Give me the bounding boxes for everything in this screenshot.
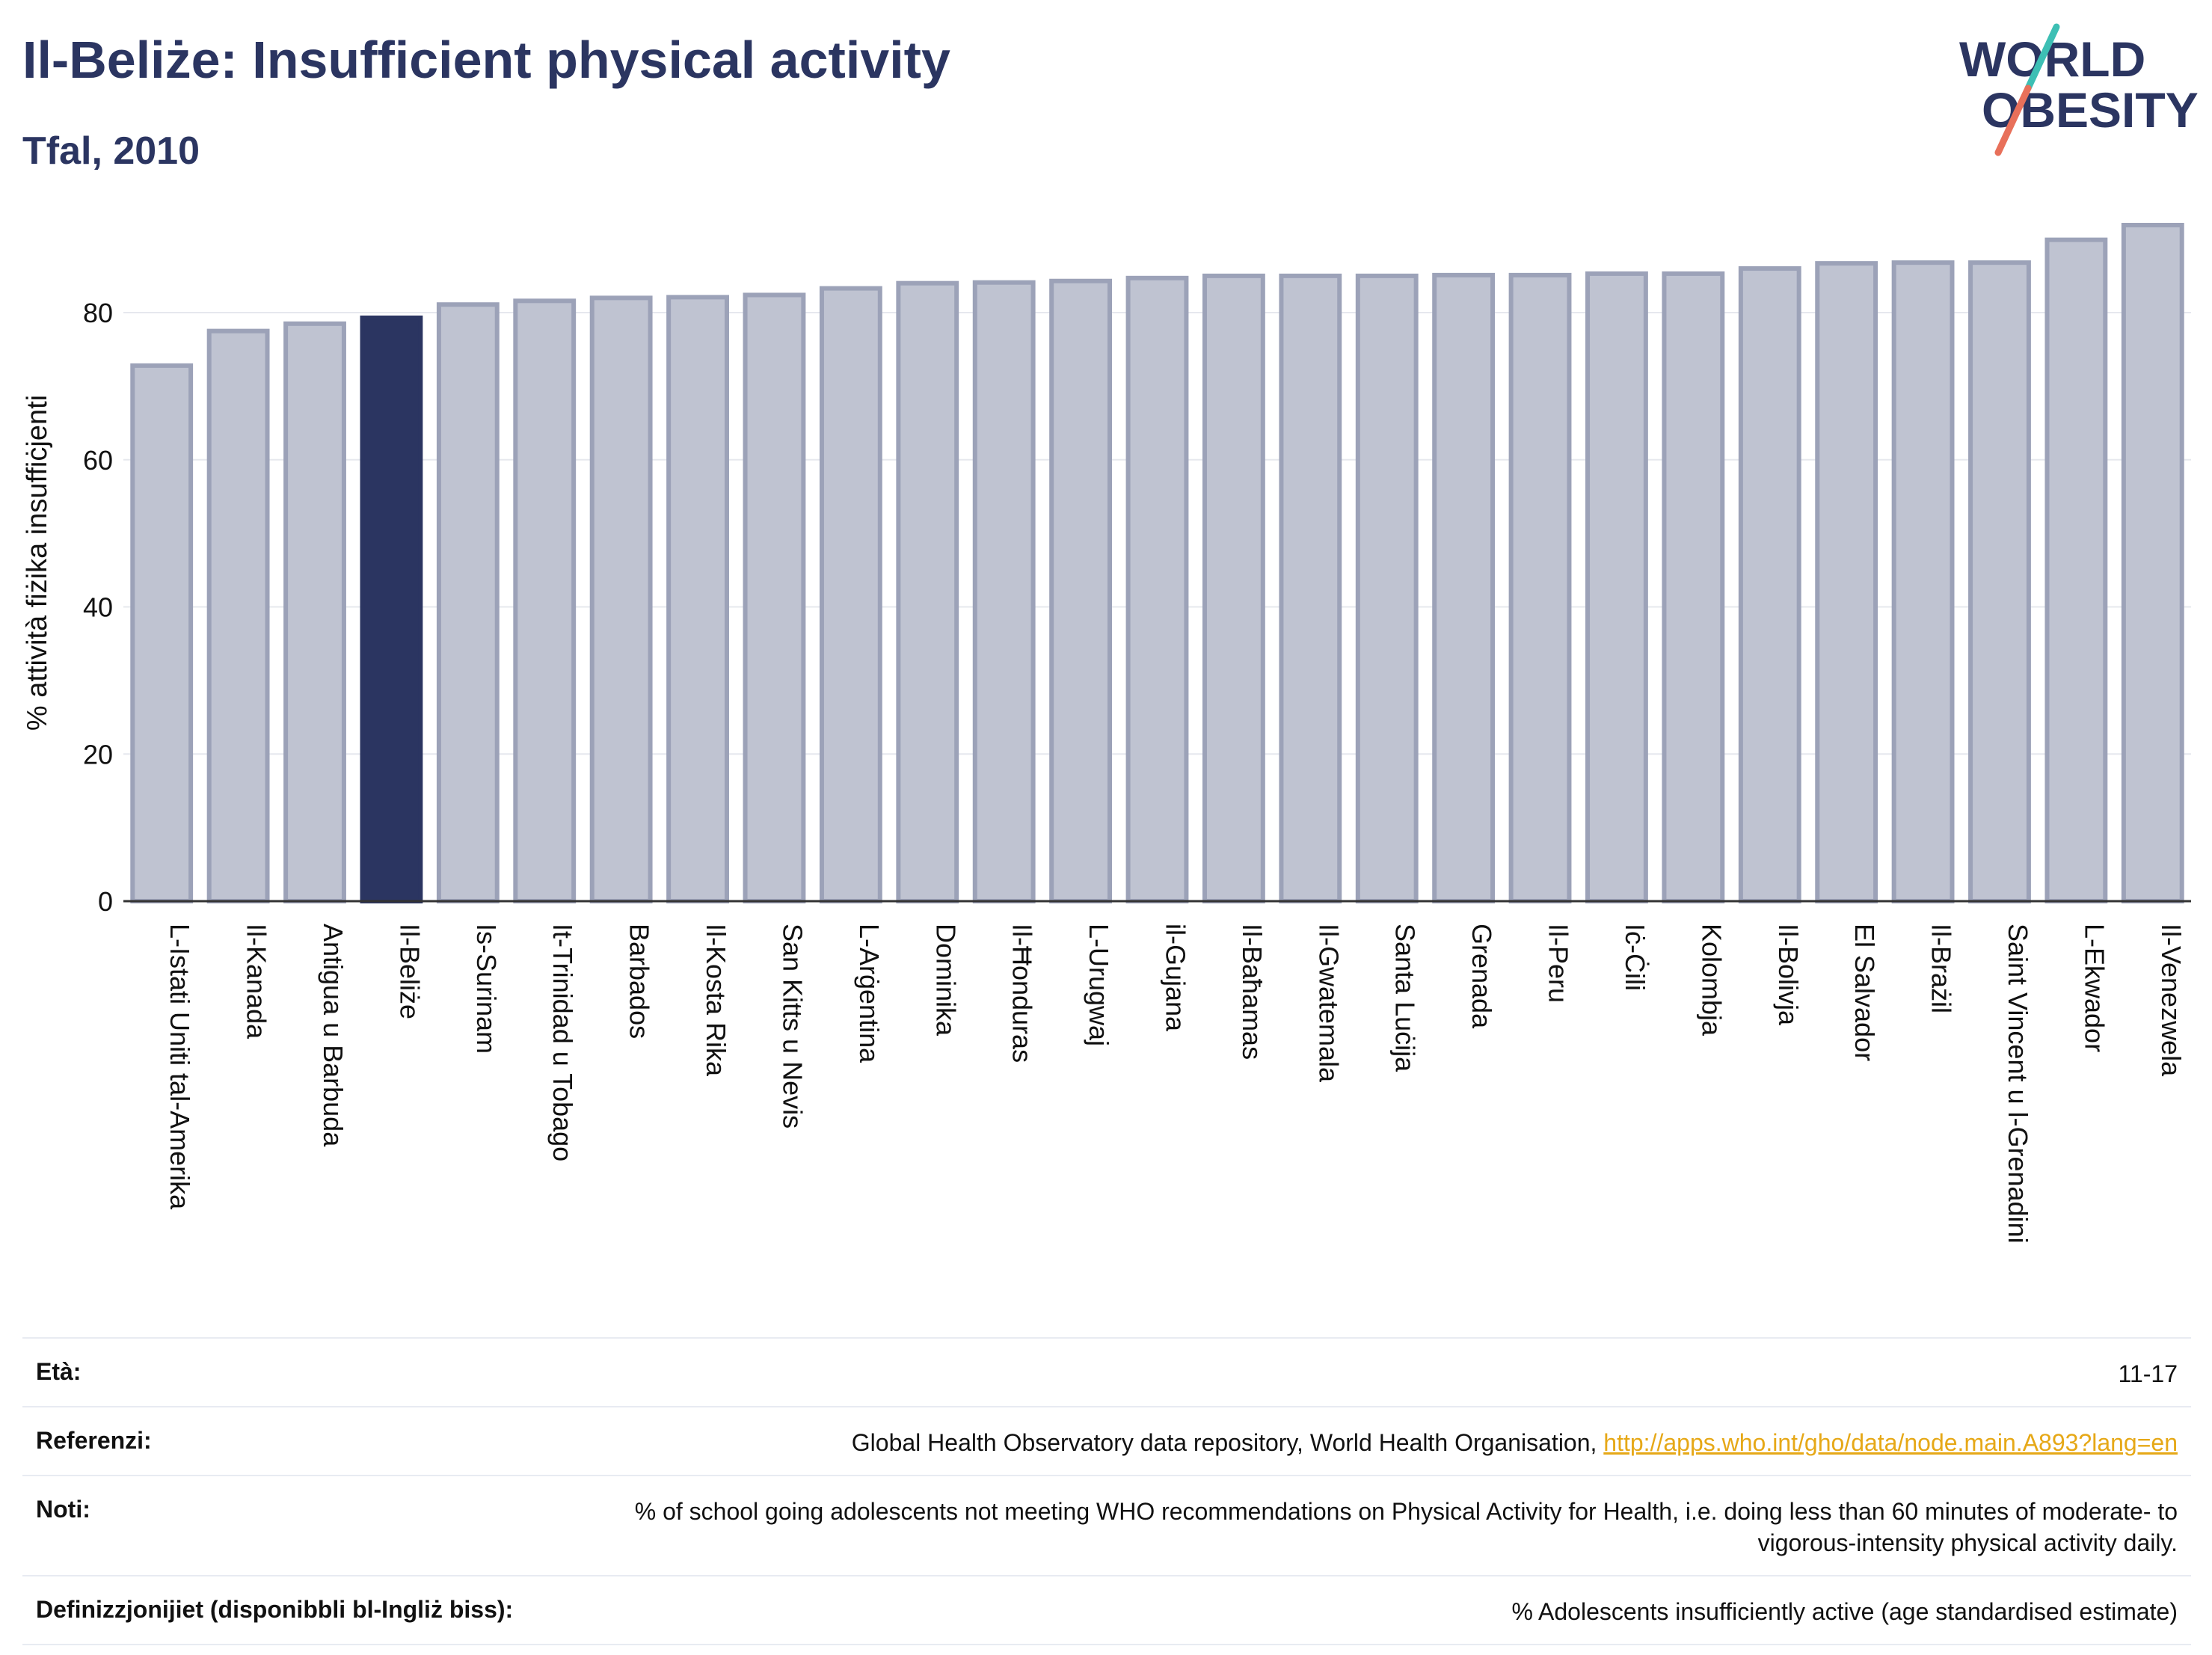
x-tick-label: Il-Gwatemala	[1313, 924, 1344, 1083]
logo-line2: OBESITY	[1982, 82, 2199, 138]
y-tick-label: 80	[83, 298, 113, 328]
references-text: Global Health Observatory data repositor…	[851, 1429, 1604, 1456]
x-tick-label: Il-Baħamas	[1237, 924, 1268, 1060]
x-tick-label: Il-Bolivja	[1773, 924, 1804, 1026]
y-tick-label: 0	[98, 886, 113, 917]
bar	[1355, 273, 1419, 903]
x-tick-label: El Salvador	[1849, 924, 1880, 1061]
y-tick-label: 20	[83, 739, 113, 770]
info-row-definitions: Definizzjonijiet (disponibbli bl-Ingliż …	[22, 1575, 2191, 1645]
bar-chart: 0 20 40 60 80 L-Istati Uniti tal-Amerika Il-Ka…	[22, 222, 2191, 1244]
y-tick-label: 40	[83, 592, 113, 623]
x-tick-label: Antigua u Barbuda	[318, 924, 348, 1147]
info-row-references: Referenzi: Global Health Observatory dat…	[22, 1406, 2191, 1475]
chart-title: Il-Beliże: Insufficient physical activit…	[22, 31, 950, 89]
info-row-age: Età: 11-17	[22, 1337, 2191, 1406]
notes-value: % of school going adolescents not meetin…	[634, 1498, 2178, 1556]
chart-subtitle: Tfal, 2010	[22, 129, 200, 173]
bar	[1508, 272, 1572, 903]
x-tick-label: Barbados	[624, 924, 655, 1039]
logo-slash-top	[2024, 23, 2060, 92]
bar	[360, 315, 423, 904]
bar	[666, 295, 729, 903]
bar	[1049, 278, 1113, 903]
bar	[436, 302, 500, 903]
references-value: Global Health Observatory data repositor…	[852, 1427, 2178, 1458]
x-tick-label: Is-Surinam	[471, 924, 502, 1054]
x-tick-label: Il-Kosta Rika	[701, 924, 731, 1077]
x-tick-label: L-Arġentina	[854, 924, 885, 1063]
bar	[130, 363, 194, 903]
bar	[743, 292, 806, 904]
bar	[819, 286, 882, 903]
x-tick-label: Iċ-Ċili	[1620, 924, 1650, 991]
bar	[513, 298, 577, 904]
x-tick-label: Dominika	[930, 924, 961, 1037]
bar	[1891, 260, 1955, 904]
x-tick-label: L-Urugwaj	[1084, 924, 1114, 1046]
x-tick-label: Il-Brażil	[1926, 924, 1957, 1013]
references-link[interactable]: http://apps.who.int/gho/data/node.main.A…	[1603, 1429, 2178, 1456]
bar	[1432, 272, 1496, 903]
bar	[1202, 273, 1265, 903]
bar	[1125, 275, 1189, 904]
notes-label: Noti:	[36, 1496, 90, 1523]
y-axis-label: % attività fiżika insuffiċjenti	[22, 395, 53, 731]
x-tick-label: San Kitts u Nevis	[777, 924, 808, 1129]
references-label: Referenzi:	[36, 1427, 152, 1454]
bars	[130, 222, 2184, 904]
bar	[1662, 271, 1725, 904]
axes: 0 20 40 60 80 L-Istati Uniti tal-Amerika Il-Ka…	[83, 298, 2191, 1244]
bar	[1815, 261, 1878, 904]
definitions-value: % Adolescents insufficiently active (age…	[1511, 1598, 2178, 1625]
age-label: Età:	[36, 1358, 82, 1385]
bar	[2044, 237, 2108, 904]
x-tick-label: Il-Kanada	[242, 924, 272, 1040]
bar	[206, 328, 270, 903]
x-tick-label: Grenada	[1466, 924, 1497, 1029]
x-tick-label: Kolombja	[1696, 924, 1727, 1037]
x-tick-label: il-Gujana	[1161, 924, 1191, 1032]
x-tick-label: Saint Vincent u l-Grenadini	[2003, 924, 2033, 1244]
x-tick-label: Il-Venezwela	[2156, 924, 2187, 1077]
x-tick-label: It-Trinidad u Tobago	[547, 924, 578, 1161]
bar	[896, 280, 959, 903]
logo-slash-bottom	[1994, 85, 2032, 156]
bar	[1738, 266, 1801, 904]
definitions-label: Definizzjonijiet (disponibbli bl-Ingliż …	[36, 1596, 514, 1623]
x-tick-label: Santa Luċija	[1390, 924, 1421, 1072]
info-table: Età: 11-17 Referenzi: Global Health Obse…	[22, 1337, 2191, 1645]
bar	[1585, 271, 1648, 904]
bar	[1968, 260, 2031, 904]
x-tick-label: Il-Peru	[1543, 924, 1574, 1003]
bar	[283, 321, 346, 904]
x-tick-label: Il-Ħonduras	[1007, 924, 1038, 1063]
bar	[2121, 222, 2184, 903]
age-value: 11-17	[2118, 1360, 2178, 1387]
bar	[972, 280, 1036, 903]
x-tick-label: Il-Beliże	[394, 924, 425, 1019]
x-tick-label: L-Istati Uniti tal-Amerika	[165, 924, 195, 1210]
bar	[1279, 273, 1342, 903]
y-tick-label: 60	[83, 445, 113, 476]
bar	[589, 295, 653, 903]
info-row-notes: Noti: % of school going adolescents not …	[22, 1475, 2191, 1575]
x-tick-label: L-Ekwador	[2079, 924, 2110, 1052]
world-obesity-logo: WORLD OBESITY	[1959, 23, 2199, 156]
